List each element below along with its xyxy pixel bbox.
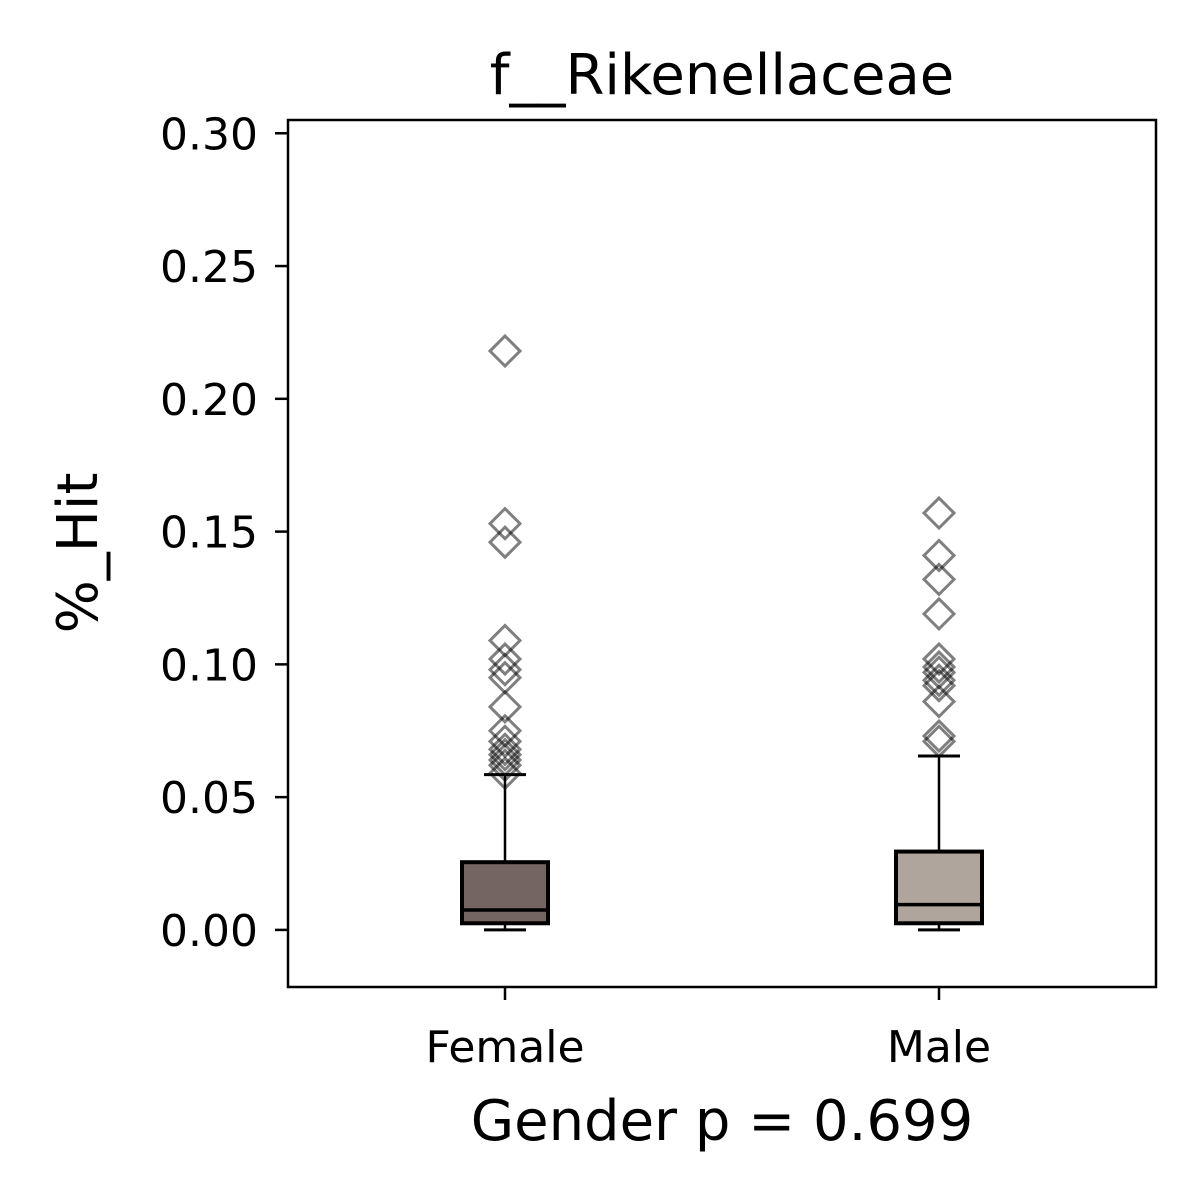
outlier-point — [921, 596, 957, 632]
outlier-point — [921, 495, 957, 531]
box-male — [894, 849, 984, 926]
outlier-point — [487, 748, 523, 783]
outlier-point — [487, 623, 523, 658]
outlier-point — [921, 538, 957, 573]
outlier-point — [487, 641, 523, 677]
outlier-point — [487, 506, 523, 541]
outlier-point — [487, 756, 523, 791]
outlier-point — [487, 333, 523, 369]
outlier-point — [921, 724, 957, 759]
chart-title: f__Rikenellaceae — [490, 43, 954, 108]
y-tick-label: 0.10 — [160, 640, 258, 691]
outlier-point — [921, 668, 957, 703]
y-tick-label: 0.00 — [160, 906, 258, 957]
x-tick-label: Female — [425, 1022, 584, 1073]
outlier-point — [487, 525, 523, 560]
outlier-point — [921, 641, 957, 677]
outlier-point — [487, 652, 523, 687]
x-tick-label: Male — [887, 1022, 991, 1073]
outlier-point — [487, 737, 523, 772]
box-group-female — [460, 333, 550, 932]
y-tick-label: 0.25 — [160, 242, 258, 293]
y-tick-label: 0.05 — [160, 773, 258, 824]
box-female — [460, 860, 550, 926]
outlier-point — [921, 663, 957, 698]
box-group-male — [894, 495, 984, 932]
y-tick-label: 0.20 — [160, 375, 258, 426]
x-axis-label: Gender p = 0.699 — [471, 1089, 974, 1154]
outlier-point — [487, 742, 523, 778]
y-tick-label: 0.30 — [160, 109, 258, 160]
y-axis-label: %_Hit — [46, 473, 111, 634]
outlier-point — [921, 684, 957, 719]
y-tick-label: 0.15 — [160, 508, 258, 559]
outlier-point — [487, 732, 523, 767]
outlier-point — [921, 649, 957, 685]
plot-frame — [286, 118, 1158, 989]
outlier-point — [487, 689, 523, 724]
outlier-point — [921, 562, 957, 597]
outlier-point — [921, 718, 957, 754]
